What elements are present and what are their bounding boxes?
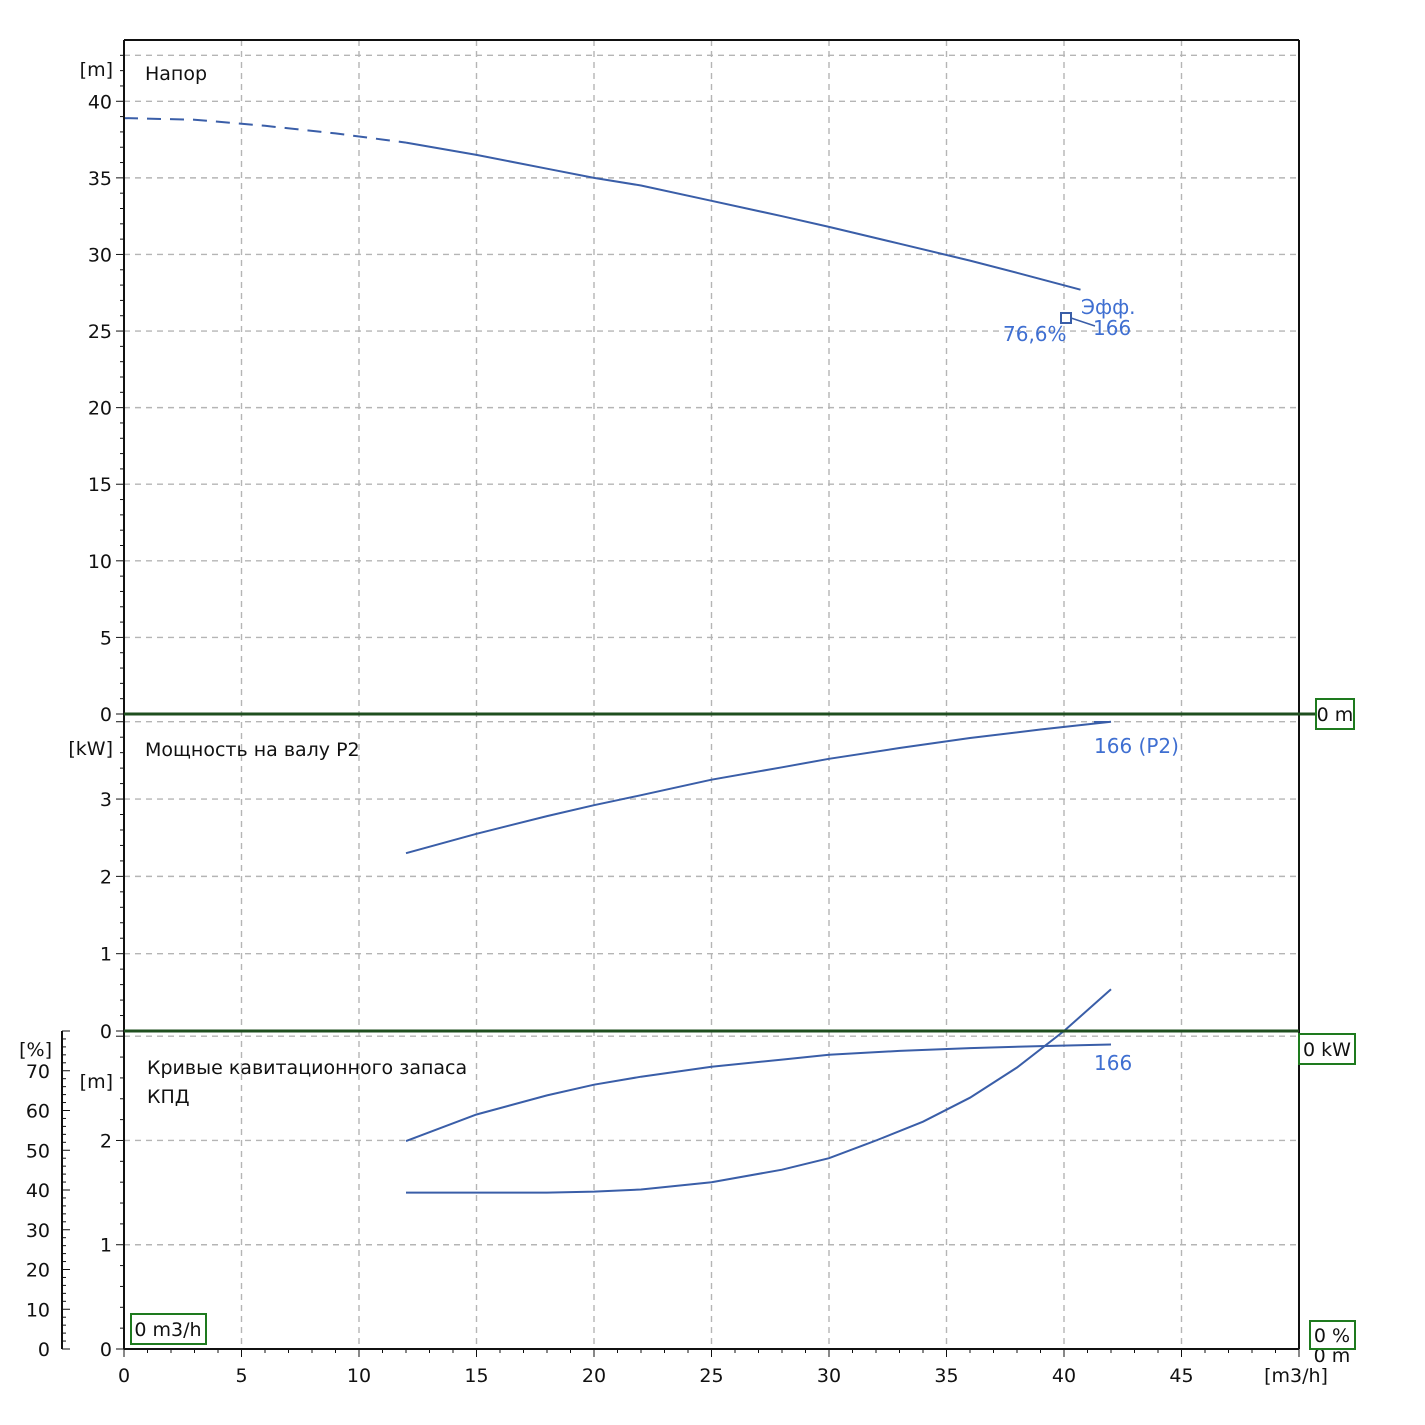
head-series-label: 166 — [1093, 316, 1131, 340]
power-y-tick-label: 2 — [100, 866, 112, 888]
efficiency-y-tick-label: 30 — [26, 1220, 50, 1242]
power-y-tick-label: 0 — [100, 1021, 112, 1043]
x-tick-label: 25 — [699, 1365, 723, 1387]
svg-text:0 m: 0 m — [1314, 1345, 1351, 1367]
head-y-tick-label: 0 — [100, 704, 112, 726]
curves — [123, 117, 1112, 1194]
head-y-tick-label: 40 — [88, 91, 112, 113]
npsh-panel-title: Кривые кавитационного запаса — [147, 1057, 467, 1079]
efficiency-y-tick-label: 40 — [26, 1180, 50, 1202]
head-y-tick-label: 35 — [88, 168, 112, 190]
npsh-curve — [406, 988, 1112, 1194]
head-curve-extrapolated — [123, 117, 407, 144]
svg-text:0 kW: 0 kW — [1303, 1039, 1351, 1061]
efficiency-y-tick-label: 50 — [26, 1140, 50, 1162]
plot-frame — [61, 39, 1316, 1350]
flow-readout: 0 m3/h — [130, 1313, 207, 1345]
efficiency-y-tick-label: 70 — [26, 1061, 50, 1083]
power-y-tick-label: 1 — [100, 944, 112, 966]
svg-text:0 m3/h: 0 m3/h — [134, 1319, 201, 1341]
head-y-tick-label: 15 — [88, 474, 112, 496]
x-tick-label: 5 — [235, 1365, 247, 1387]
npsh-ylabel: [m] — [80, 1071, 113, 1093]
x-tick-label: 10 — [347, 1365, 371, 1387]
head-ylabel: [m] — [80, 59, 113, 81]
efficiency-y-tick-label: 60 — [26, 1101, 50, 1123]
efficiency-y-tick-label: 20 — [26, 1260, 50, 1282]
efficiency-panel-subtitle: КПД — [147, 1086, 190, 1108]
npsh-y-tick-label: 1 — [100, 1235, 112, 1257]
power-edge-readout: 0 kW — [1298, 1033, 1356, 1065]
x-tick-label: 20 — [582, 1365, 606, 1387]
efficiency-marker — [1060, 312, 1072, 324]
efficiency-marker-leader — [1070, 317, 1096, 327]
x-tick-label: 30 — [817, 1365, 841, 1387]
efficiency-ylabel: [%] — [19, 1039, 52, 1061]
head-y-tick-label: 10 — [88, 551, 112, 573]
efficiency-y-tick-label: 0 — [38, 1339, 50, 1361]
x-tick-label: 15 — [464, 1365, 488, 1387]
npsh-series-label: 166 — [1094, 1051, 1132, 1075]
head-curve — [405, 141, 1081, 291]
x-axis-label: [m3/h] — [1264, 1365, 1328, 1387]
x-tick-label: 40 — [1052, 1365, 1076, 1387]
head-y-tick-label: 5 — [100, 627, 112, 649]
power-y-tick-label: 3 — [100, 789, 112, 811]
x-tick-label: 0 — [118, 1365, 130, 1387]
power-series-label: 166 (P2) — [1094, 734, 1179, 758]
efficiency-curve — [405, 1043, 1112, 1143]
svg-text:0 %: 0 % — [1314, 1325, 1350, 1347]
head-y-tick-label: 30 — [88, 244, 112, 266]
head-y-tick-label: 25 — [88, 321, 112, 343]
power-curve — [405, 720, 1112, 855]
x-tick-label: 45 — [1169, 1365, 1193, 1387]
x-tick-label: 35 — [934, 1365, 958, 1387]
grid-lines — [124, 40, 1299, 1349]
efficiency-y-tick-label: 10 — [26, 1299, 50, 1321]
head-y-tick-label: 20 — [88, 398, 112, 420]
head-edge-readout: 0 m — [1315, 698, 1355, 730]
npsh-hidden-readout: 0 m — [1314, 1345, 1351, 1367]
power-ylabel: [kW] — [68, 738, 113, 760]
head-panel-title: Напор — [145, 63, 207, 85]
power-panel-title: Мощность на валу P2 — [145, 739, 360, 761]
efficiency-edge-readout: 0 % — [1309, 1320, 1356, 1350]
efficiency-marker-label: Эфф. — [1081, 295, 1136, 319]
svg-text:0 m: 0 m — [1317, 704, 1354, 726]
npsh-y-tick-label: 2 — [100, 1130, 112, 1152]
npsh-y-tick-label: 0 — [100, 1339, 112, 1361]
efficiency-marker-value: 76,6% — [1003, 322, 1067, 346]
